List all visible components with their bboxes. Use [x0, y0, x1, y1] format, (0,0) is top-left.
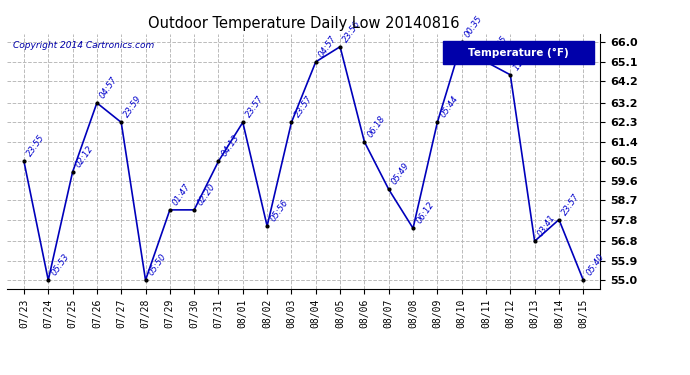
Text: 00:35: 00:35 [463, 15, 484, 40]
Text: 05:50: 05:50 [147, 252, 168, 278]
Text: 23:57: 23:57 [560, 192, 582, 217]
Title: Outdoor Temperature Daily Low 20140816: Outdoor Temperature Daily Low 20140816 [148, 16, 460, 31]
FancyBboxPatch shape [443, 41, 594, 64]
Text: 23:57: 23:57 [244, 94, 266, 120]
Text: 05:56: 05:56 [268, 198, 290, 223]
Text: 05:40: 05:40 [584, 252, 606, 278]
Text: Temperature (°F): Temperature (°F) [468, 48, 569, 58]
Text: 04:57: 04:57 [98, 75, 119, 100]
Text: 06:18: 06:18 [366, 114, 387, 139]
Text: 05:44: 05:44 [439, 94, 460, 120]
Text: 04:57: 04:57 [317, 34, 339, 59]
Text: 23:56: 23:56 [342, 19, 363, 44]
Text: 23:59: 23:59 [123, 94, 144, 120]
Text: 04:13: 04:13 [220, 134, 242, 159]
Text: Copyright 2014 Cartronics.com: Copyright 2014 Cartronics.com [13, 41, 154, 50]
Text: 02:12: 02:12 [74, 144, 95, 169]
Text: 23:57: 23:57 [293, 94, 314, 120]
Text: 06:12: 06:12 [415, 200, 436, 225]
Text: 02:20: 02:20 [195, 182, 217, 207]
Text: 02:05: 02:05 [487, 34, 509, 59]
Text: 05:49: 05:49 [390, 161, 411, 187]
Text: 05:53: 05:53 [50, 252, 71, 278]
Text: 01:47: 01:47 [171, 182, 193, 207]
Text: 11:59: 11:59 [512, 47, 533, 72]
Text: 23:55: 23:55 [26, 134, 47, 159]
Text: 03:41: 03:41 [536, 213, 558, 238]
